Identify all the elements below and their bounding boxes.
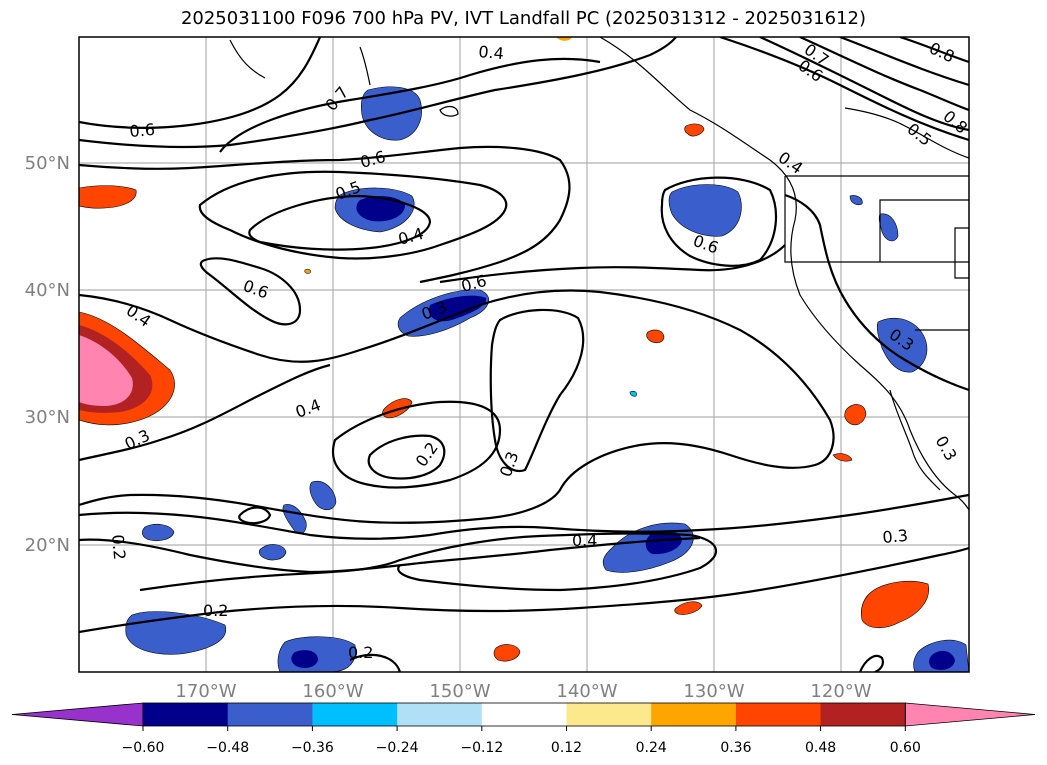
map-area: 0.6 0.7 0.4 0.7 0.6 0.8 0.8 0.5 0.4 0.6 …: [79, 37, 969, 672]
lat-tick-label: 40°N: [25, 280, 70, 301]
colorbar-swatch: [481, 703, 567, 726]
lat-tick-label: 20°N: [25, 535, 70, 556]
contour-label: 0.2: [348, 643, 373, 662]
contour-label: 0.4: [775, 148, 807, 178]
pv-contours: [79, 37, 969, 672]
colorbar-extend-low: [11, 702, 144, 727]
colorbar-swatch: [820, 703, 906, 726]
contour-labels: 0.6 0.7 0.4 0.7 0.6 0.8 0.8 0.5 0.4 0.6 …: [108, 38, 969, 662]
colorbar-tick-label: −0.60: [122, 740, 165, 756]
colorbar-tick-label: 0.36: [720, 740, 751, 756]
colorbar-tick-label: 0.48: [805, 740, 836, 756]
coastlines: [229, 37, 969, 511]
contour-label: 0.2: [412, 439, 442, 471]
colorbar: −0.60 −0.48 −0.36 −0.24 −0.12 0.12 0.24 0.36 0.4…: [11, 702, 1036, 756]
gridlines: [79, 37, 969, 672]
colorbar-tick-label: −0.12: [460, 740, 503, 756]
contour-label: 0.7: [322, 83, 353, 115]
colorbar-extend-high: [904, 702, 1036, 727]
colorbar-tick-label: −0.36: [291, 740, 334, 756]
pv-fills: [79, 37, 969, 672]
contour-label: 0.3: [932, 433, 961, 465]
lon-tick-label: 150°W: [429, 681, 490, 702]
contour-label: 0.4: [293, 395, 323, 422]
colorbar-tick-label: −0.48: [206, 740, 249, 756]
colorbar-swatch: [312, 703, 398, 726]
contour-label: 0.6: [241, 276, 271, 303]
contour-label: 0.3: [882, 526, 909, 547]
colorbar-tick-label: 0.12: [551, 740, 582, 756]
colorbar-tick-label: −0.24: [376, 740, 419, 756]
lon-tick-label: 170°W: [175, 681, 236, 702]
lon-tick-label: 140°W: [556, 681, 617, 702]
colorbar-swatch: [735, 703, 822, 726]
contour-label: 0.2: [203, 601, 228, 620]
colorbar-swatch: [651, 703, 737, 726]
map-frame: [78, 36, 970, 673]
latitude-axis: 50°N 40°N 30°N 20°N: [25, 153, 70, 556]
contour-label: 0.6: [358, 147, 388, 172]
colorbar-swatch: [566, 703, 652, 726]
lon-tick-label: 120°W: [810, 681, 871, 702]
lat-tick-label: 50°N: [25, 153, 70, 174]
colorbar-swatch: [227, 703, 313, 726]
longitude-axis: 170°W 160°W 150°W 140°W 130°W 120°W: [175, 681, 871, 702]
contour-label: 0.6: [129, 120, 156, 141]
colorbar-outline: [142, 702, 906, 727]
colorbar-tick-label: 0.60: [890, 740, 921, 756]
contour-label: 0.5: [904, 119, 936, 150]
colorbar-swatch: [143, 703, 229, 726]
contour-label: 0.8: [926, 38, 957, 66]
contour-label: 0.4: [396, 224, 426, 249]
contour-label: 0.4: [572, 531, 597, 550]
colorbar-swatch: [397, 703, 483, 726]
lat-tick-label: 30°N: [25, 407, 70, 428]
contour-label: 0.3: [496, 449, 523, 479]
contour-label: 0.4: [478, 42, 505, 63]
lon-tick-label: 130°W: [683, 681, 744, 702]
contour-label: 0.2: [108, 534, 129, 561]
lon-tick-label: 160°W: [302, 681, 363, 702]
map-title: 2025031100 F096 700 hPa PV, IVT Landfall…: [180, 8, 867, 29]
colorbar-tick-label: 0.24: [636, 740, 667, 756]
